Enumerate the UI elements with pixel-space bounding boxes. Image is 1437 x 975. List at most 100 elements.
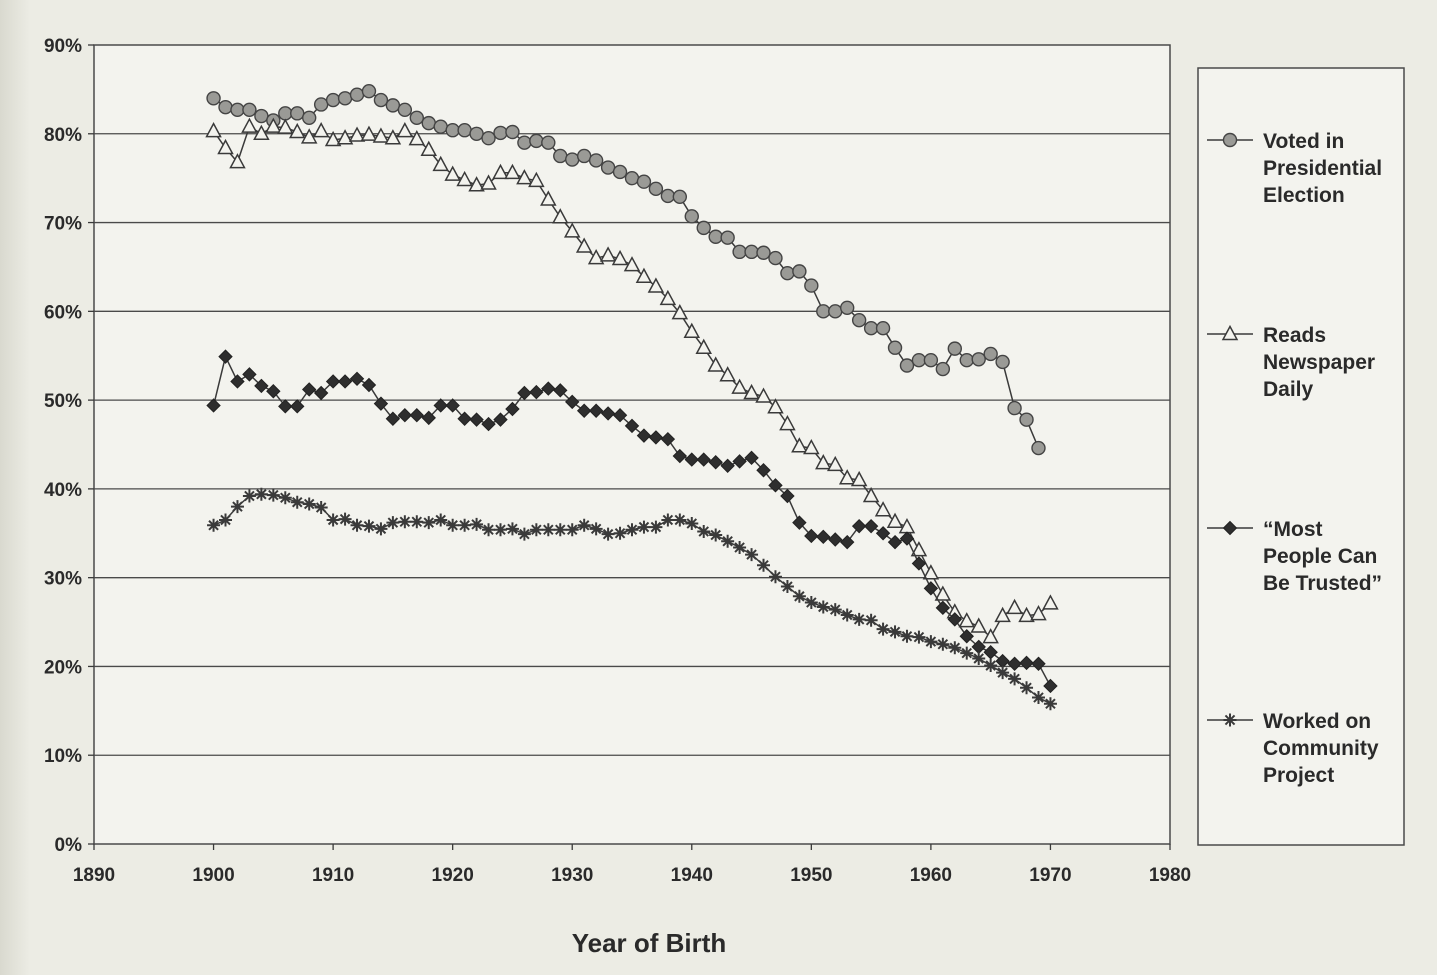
trust-point [278,399,293,414]
y-tick-label: 0% [55,835,83,856]
voted-point [684,209,699,224]
trust-point [875,526,891,541]
newspaper-point [432,155,449,172]
newspaper-point [229,153,246,169]
community-point [912,630,926,644]
newspaper-point [958,612,976,628]
voted-point [565,152,580,167]
trust-point [648,430,664,445]
voted-point [708,229,723,244]
voted-point [923,352,939,368]
voted-point [206,91,221,106]
trust-point [505,401,520,417]
series-trust [206,349,1058,694]
newspaper-point [1030,604,1047,621]
newspaper-point [217,138,234,155]
voted-point [493,125,508,141]
newspaper-point [862,486,880,503]
x-tick-label: 1980 [1149,865,1191,886]
newspaper-point [695,338,712,354]
newspaper-point [348,126,366,142]
legend-marker [1222,520,1238,536]
newspaper-point [492,163,509,180]
trust-point [1031,656,1046,671]
community-point [637,520,651,534]
newspaper-point [743,383,760,400]
trust-point [804,528,819,544]
voted-point [696,220,711,236]
voted-point [887,340,903,355]
voted-point [816,304,831,319]
newspaper-point [360,125,378,141]
trust-point [768,478,783,493]
community-point [673,513,687,527]
community-point [852,612,866,626]
community-point [410,515,424,529]
voted-point [278,106,293,121]
newspaper-point [205,122,222,138]
community-point [840,608,854,622]
trust-point [959,629,974,644]
newspaper-point [300,128,318,144]
newspaper-point [707,356,724,372]
trust-point [517,385,532,401]
community-point [1043,697,1057,711]
trust-point [1007,656,1022,671]
voted-point [995,354,1010,370]
newspaper-point [372,127,390,143]
y-tick-label: 70% [44,214,82,235]
newspaper-point [516,169,533,185]
voted-point [911,352,927,368]
trust-point [409,407,425,423]
legend-marker [1223,713,1237,727]
newspaper-point [408,130,426,146]
trust-point [863,518,879,534]
newspaper-point [671,304,689,320]
trust-point [660,431,676,447]
newspaper-point [599,246,617,262]
newspaper-point [815,454,832,470]
x-tick-label: 1900 [192,865,234,886]
trust-point [947,612,963,627]
trust-point [780,488,795,504]
voted-point [230,102,245,118]
newspaper-point [731,378,748,394]
trust-point [361,377,377,393]
trust-point [457,411,472,426]
trust-point [899,531,915,546]
voted-point [385,98,401,113]
community-point [601,527,615,541]
community-point [517,527,531,541]
community-point [242,489,256,503]
trust-point [839,534,855,550]
trust-point [935,600,951,616]
newspaper-point [575,237,593,253]
community-point [709,528,723,542]
trust-point [313,385,329,401]
trust-point [636,428,652,443]
voted-point [349,87,365,102]
x-axis-title: Year of Birth [572,928,727,958]
voted-point [636,174,652,189]
voted-point [720,230,735,245]
community-point [254,487,268,501]
newspaper-point [647,277,665,293]
trust-point [469,412,484,427]
trust-point [481,416,496,432]
trust-point [624,418,640,434]
community-point [529,523,543,537]
voted-point [804,278,819,293]
legend-label: Voted in [1263,130,1344,153]
trust-point [218,349,233,364]
trust-point [911,556,927,571]
trust-point [1019,655,1034,671]
newspaper-point [480,174,497,190]
voted-point [361,83,377,99]
newspaper-point [420,140,438,157]
x-tick-label: 1930 [551,865,593,886]
voted-point [875,321,891,336]
voted-point [756,245,771,260]
voted-point [529,133,544,149]
community-point [768,570,782,584]
